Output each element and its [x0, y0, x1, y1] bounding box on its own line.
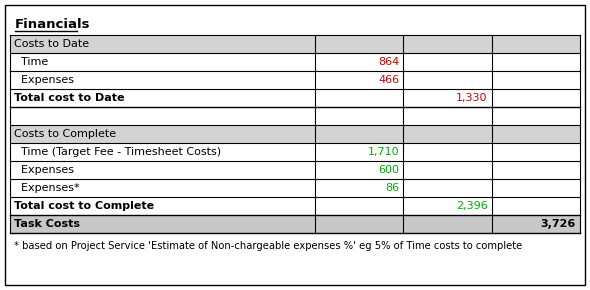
Bar [10, 89, 580, 107]
Text: 864: 864 [378, 57, 399, 67]
Text: 1,710: 1,710 [368, 147, 399, 157]
Text: Costs to Complete: Costs to Complete [14, 129, 116, 139]
Bar [10, 215, 580, 233]
Text: Expenses*: Expenses* [14, 183, 80, 193]
Text: Expenses: Expenses [14, 165, 74, 175]
Text: Total cost to Complete: Total cost to Complete [14, 201, 154, 211]
Bar [10, 161, 580, 179]
Text: Total cost to Date: Total cost to Date [14, 93, 124, 103]
Bar [10, 125, 580, 143]
Text: Financials: Financials [15, 18, 90, 31]
Bar [10, 143, 580, 161]
Bar [10, 179, 580, 197]
Bar [10, 197, 580, 215]
Text: Costs to Date: Costs to Date [14, 39, 89, 49]
Text: * based on Project Service 'Estimate of Non-chargeable expenses %' eg 5% of Time: * based on Project Service 'Estimate of … [14, 241, 522, 251]
Text: 86: 86 [385, 183, 399, 193]
Text: Expenses: Expenses [14, 75, 74, 85]
Text: Time: Time [14, 57, 48, 67]
Text: 2,396: 2,396 [456, 201, 488, 211]
Text: Time (Target Fee - Timesheet Costs): Time (Target Fee - Timesheet Costs) [14, 147, 221, 157]
Bar [10, 35, 580, 53]
Text: 466: 466 [378, 75, 399, 85]
Bar [10, 107, 580, 125]
Text: 600: 600 [378, 165, 399, 175]
Bar [10, 53, 580, 71]
Bar [10, 71, 580, 89]
Text: 1,330: 1,330 [456, 93, 488, 103]
Text: Task Costs: Task Costs [14, 219, 80, 229]
Text: 3,726: 3,726 [541, 219, 576, 229]
